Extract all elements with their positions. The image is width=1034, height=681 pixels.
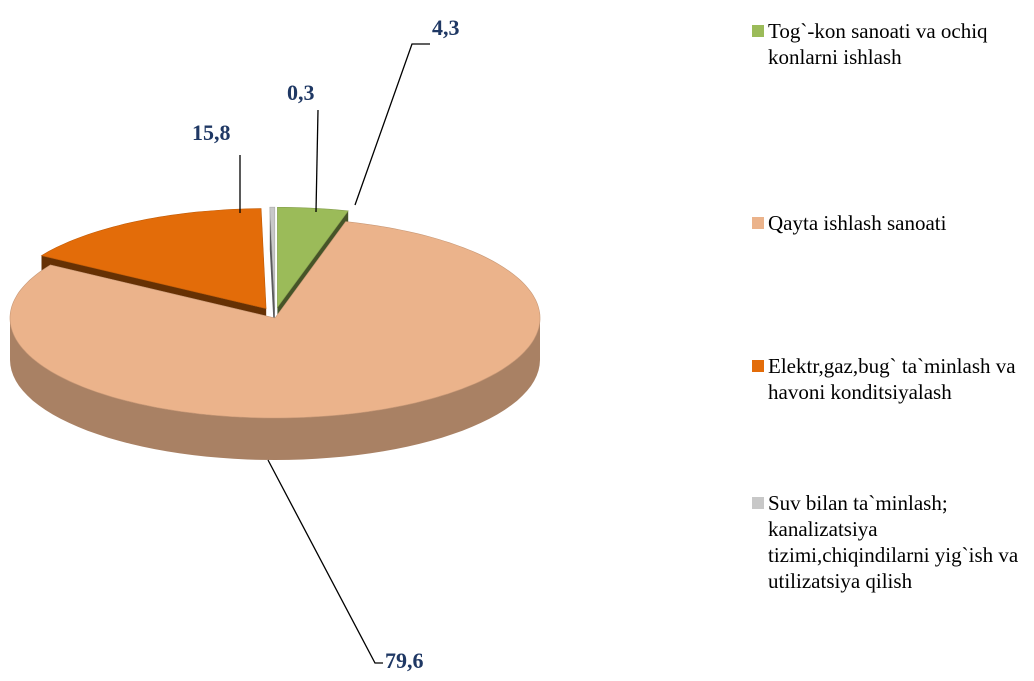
legend-swatch [752,25,764,37]
legend-swatch [752,360,764,372]
legend-entry: Qayta ishlash sanoati [752,210,1027,236]
legend-entry: Suv bilan ta`minlash; kanalizatsiya tizi… [752,490,1027,594]
legend-label: Qayta ishlash sanoati [768,211,947,235]
value-label: 15,8 [192,120,231,145]
value-label: 79,6 [385,648,424,673]
value-label: 0,3 [287,80,315,105]
slice [9,221,541,419]
leader-line [354,43,430,206]
legend-swatch [752,497,764,509]
legend-swatch [752,217,764,229]
legend-label: Suv bilan ta`minlash; kanalizatsiya tizi… [768,491,1019,593]
slice-wall [269,207,275,350]
legend-label: Elektr,gaz,bug` ta`minlash va havoni kon… [768,354,1016,404]
value-label: 4,3 [432,15,460,40]
slice [277,207,349,309]
leader-line [267,459,383,664]
legend-entry: Tog`-kon sanoati va ochiq konlarni ishla… [752,18,1027,70]
leader-line [315,109,319,213]
legend-entry: Elektr,gaz,bug` ta`minlash va havoni kon… [752,353,1027,405]
slice [40,208,267,309]
pie-area: 4,3 79,6 15,8 0,3 [9,15,541,673]
slice [269,206,276,308]
legend-label: Tog`-kon sanoati va ochiq konlarni ishla… [768,19,988,69]
slice-side [10,318,540,460]
